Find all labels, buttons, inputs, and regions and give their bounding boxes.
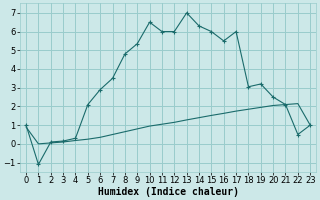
X-axis label: Humidex (Indice chaleur): Humidex (Indice chaleur) bbox=[98, 186, 239, 197]
